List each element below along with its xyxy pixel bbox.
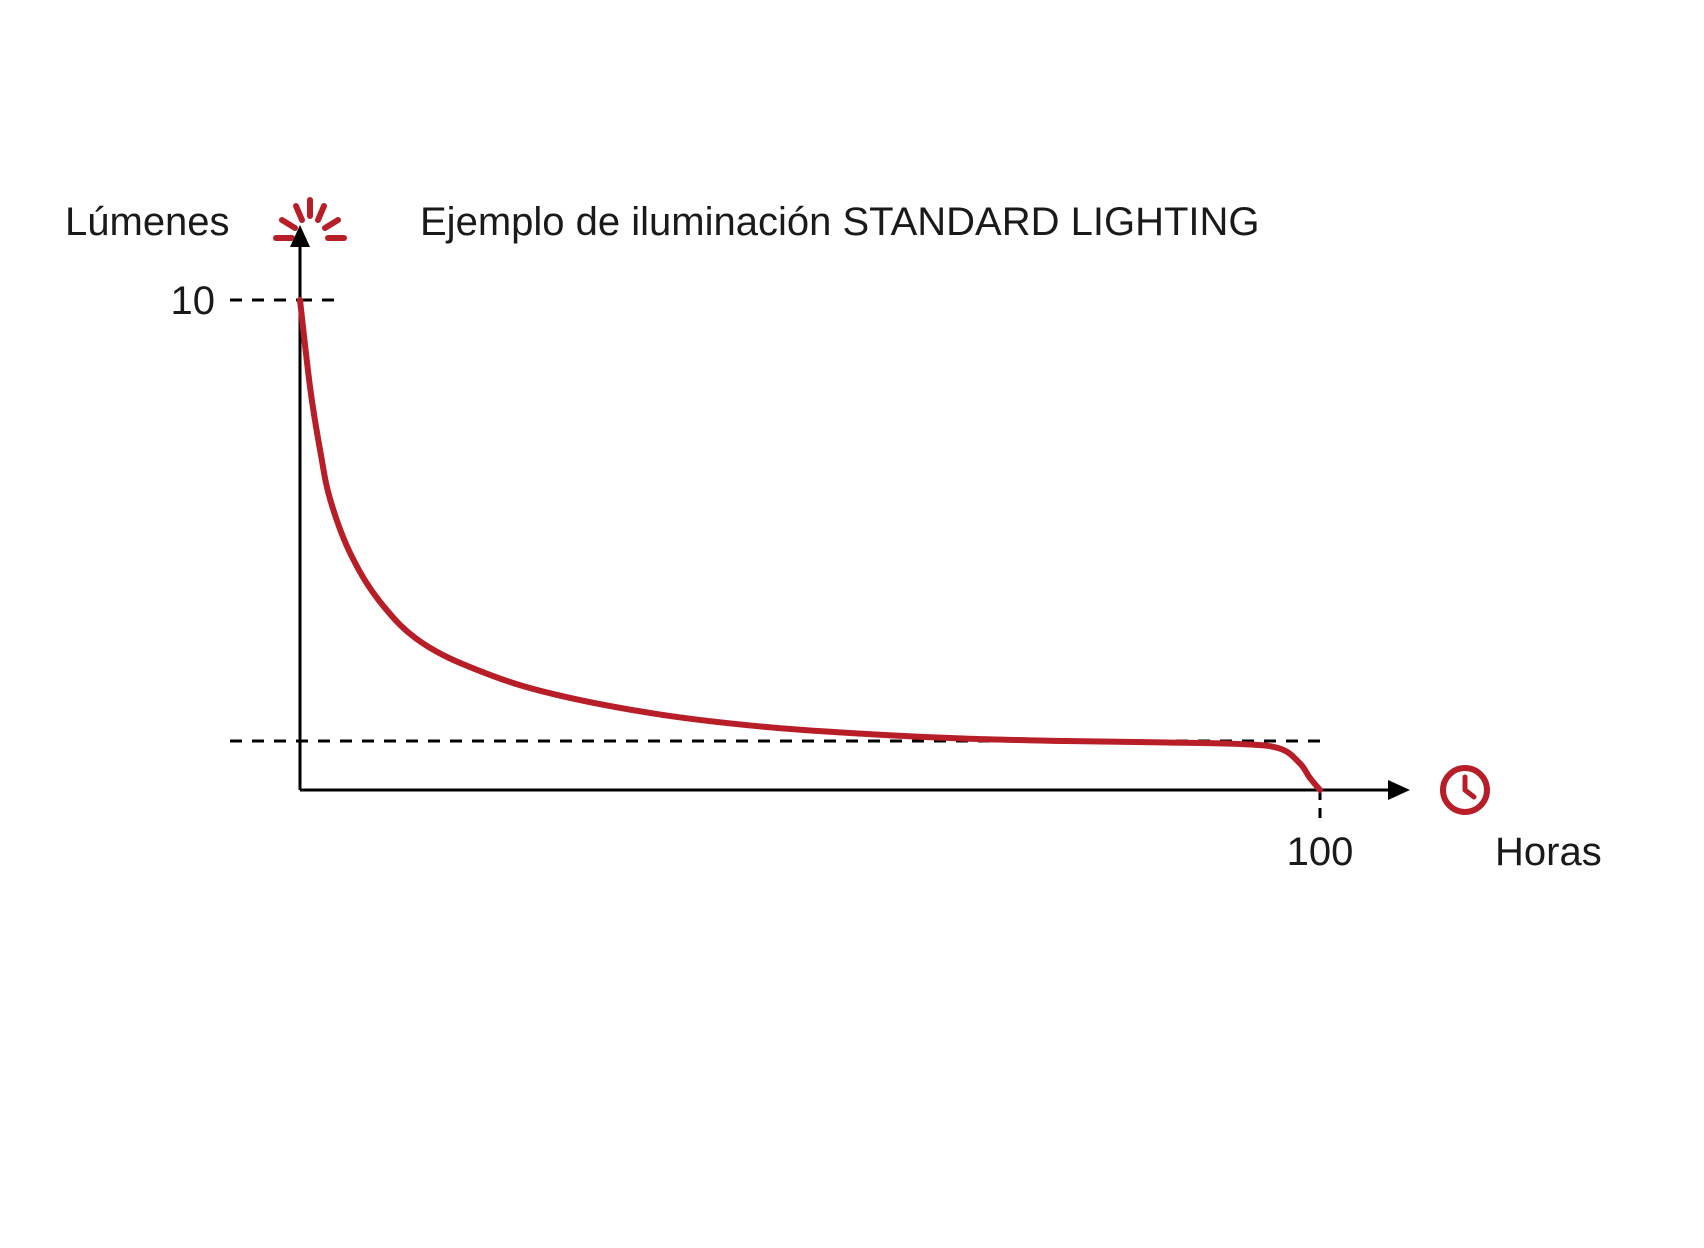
x-tick-label: 100 <box>1287 830 1354 874</box>
decay-chart: Ejemplo de iluminación STANDARD LIGHTING… <box>0 0 1704 1248</box>
clock-icon <box>1443 768 1487 812</box>
x-axis-arrowhead <box>1388 780 1410 800</box>
chart-title: Ejemplo de iluminación STANDARD LIGHTING <box>420 200 1260 244</box>
light-icon <box>276 200 344 238</box>
axes <box>290 225 1410 800</box>
decay-curve <box>300 300 1320 790</box>
y-tick-label: 10 <box>171 279 216 323</box>
x-axis-label: Horas <box>1495 830 1602 874</box>
y-axis-label: Lúmenes <box>65 200 230 244</box>
